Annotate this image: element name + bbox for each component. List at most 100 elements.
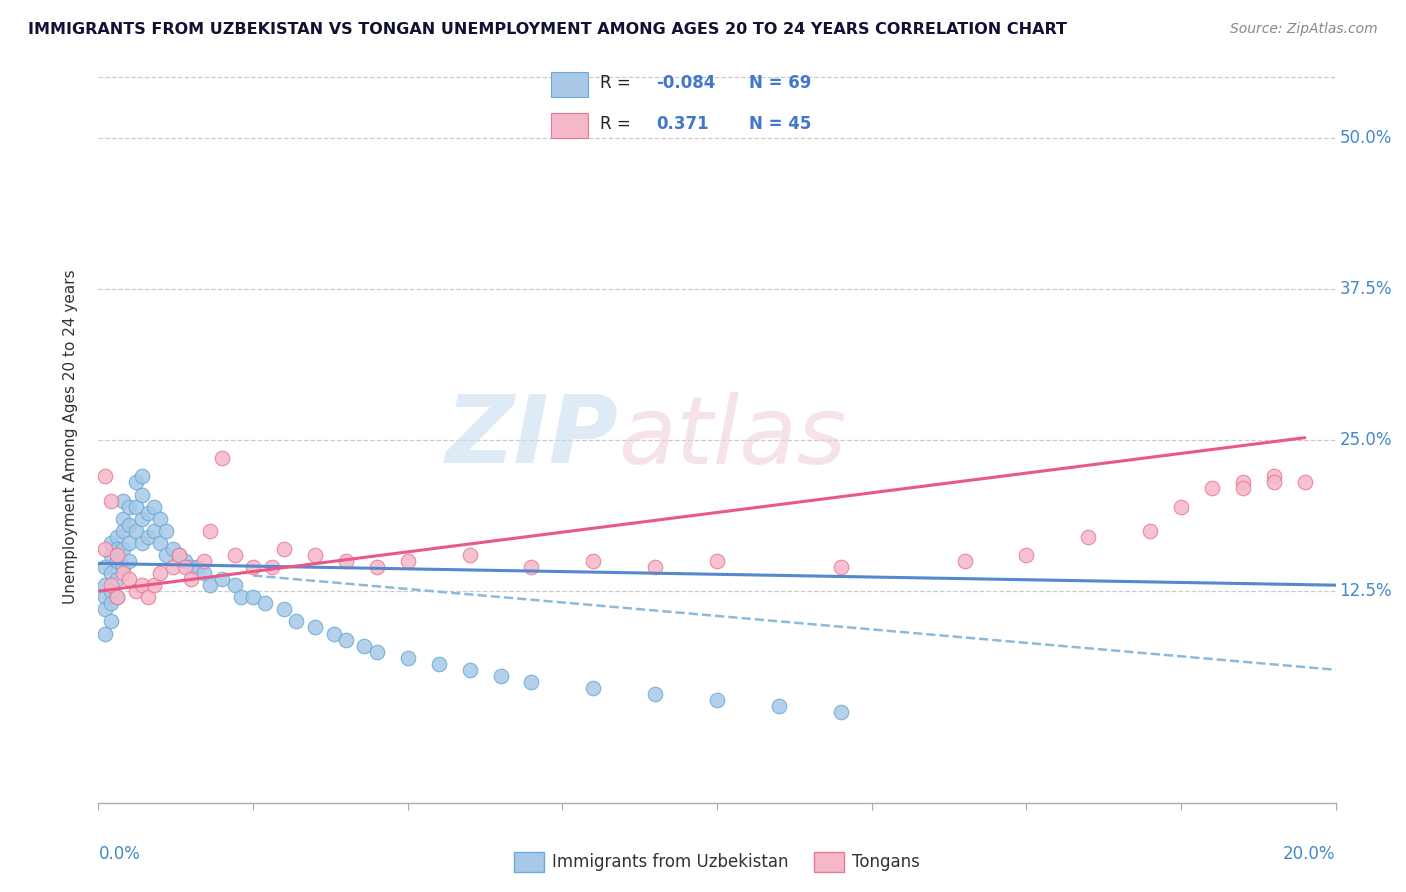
Text: ZIP: ZIP [446,391,619,483]
Point [105,572,128,586]
Point [124,500,146,514]
Point [242,560,264,574]
Point [167,548,190,562]
Point [1232,482,1254,496]
Point [830,560,852,574]
Point [1139,524,1161,538]
Point [93,469,115,483]
Point [706,693,728,707]
Point [149,536,172,550]
Text: 0.371: 0.371 [655,115,709,133]
Point [131,469,153,483]
Text: atlas: atlas [619,392,846,483]
Point [706,554,728,568]
Point [105,591,128,605]
Point [105,554,128,568]
Point [167,548,190,562]
Point [285,615,308,629]
Point [458,663,481,677]
Text: 12.5%: 12.5% [1340,582,1392,600]
Point [100,536,122,550]
Point [149,566,172,580]
Point [644,560,666,574]
Point [155,524,177,538]
Point [124,524,146,538]
Text: -0.084: -0.084 [655,74,716,92]
Point [1263,469,1285,483]
Point [396,554,419,568]
Point [124,584,146,599]
Point [105,530,128,544]
FancyBboxPatch shape [551,113,588,138]
Text: 25.0%: 25.0% [1340,431,1392,449]
Point [254,596,277,610]
Point [100,584,122,599]
Point [105,541,128,556]
Point [520,560,543,574]
Point [131,578,153,592]
Point [304,620,326,634]
Point [427,657,450,671]
Point [242,591,264,605]
Point [1077,530,1099,544]
Text: 20.0%: 20.0% [1284,845,1336,863]
Point [768,699,790,714]
Point [149,511,172,525]
Point [174,560,197,574]
Point [143,578,166,592]
Point [112,560,135,574]
Point [118,536,141,550]
Point [1294,475,1316,490]
Point [273,602,295,616]
Point [93,541,115,556]
Point [118,572,141,586]
Point [322,626,344,640]
Text: R =: R = [600,74,636,92]
Point [1015,548,1038,562]
Point [273,541,295,556]
Point [353,639,375,653]
Text: N = 69: N = 69 [748,74,811,92]
Point [229,591,252,605]
Point [304,548,326,562]
Point [136,591,159,605]
Point [136,506,159,520]
Point [366,645,388,659]
Point [100,566,122,580]
Text: Source: ZipAtlas.com: Source: ZipAtlas.com [1230,22,1378,37]
Point [131,487,153,501]
Point [260,560,283,574]
Point [162,541,184,556]
Point [644,687,666,701]
Point [1201,482,1223,496]
Text: 37.5%: 37.5% [1340,280,1392,298]
Point [180,572,202,586]
Point [105,548,128,562]
Point [335,554,357,568]
Point [582,554,605,568]
Point [953,554,976,568]
Point [155,548,177,562]
Point [112,511,135,525]
Point [100,493,122,508]
Point [143,500,166,514]
Text: N = 45: N = 45 [748,115,811,133]
Point [186,560,208,574]
Point [93,591,115,605]
Point [489,669,512,683]
Point [100,578,122,592]
Point [112,493,135,508]
Y-axis label: Unemployment Among Ages 20 to 24 years: Unemployment Among Ages 20 to 24 years [63,269,77,605]
Point [118,517,141,532]
Point [100,548,122,562]
Point [366,560,388,574]
Point [112,524,135,538]
Point [830,705,852,719]
Point [198,578,221,592]
Point [211,451,233,466]
Text: R =: R = [600,115,631,133]
Point [112,566,135,580]
Legend: Immigrants from Uzbekistan, Tongans: Immigrants from Uzbekistan, Tongans [508,845,927,879]
Point [193,566,215,580]
Point [143,524,166,538]
